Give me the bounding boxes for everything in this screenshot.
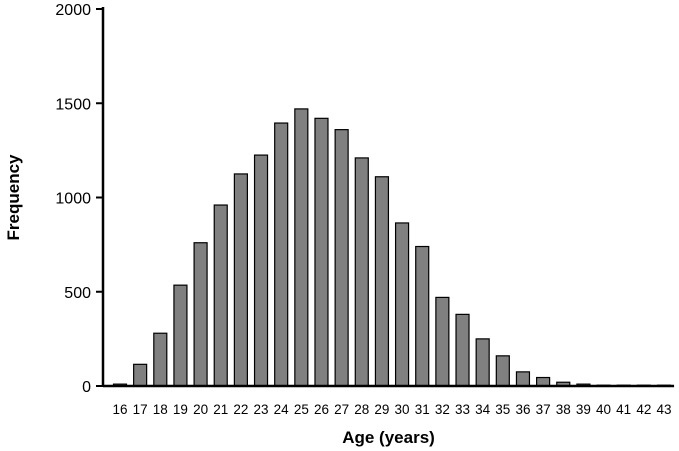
y-tick-label-1500: 1500 xyxy=(55,96,91,113)
bar-age-32 xyxy=(435,296,450,387)
bar-age-30 xyxy=(394,222,410,387)
bar-age-20 xyxy=(193,242,208,387)
x-tick-label-21: 21 xyxy=(213,402,228,417)
y-tick-label-0: 0 xyxy=(82,379,91,396)
x-tick-label-35: 35 xyxy=(495,402,510,417)
x-tick-label-42: 42 xyxy=(636,402,651,417)
x-tick-label-20: 20 xyxy=(193,402,208,417)
bar-age-37 xyxy=(536,376,551,387)
y-axis-title: Frequency xyxy=(4,154,23,241)
x-tick-label-28: 28 xyxy=(354,402,369,417)
bar-age-26 xyxy=(314,117,329,387)
x-tick-label-40: 40 xyxy=(596,402,611,417)
x-tick-label-43: 43 xyxy=(656,402,671,417)
x-tick-label-25: 25 xyxy=(294,402,309,417)
x-tick-label-17: 17 xyxy=(133,402,148,417)
bar-age-17 xyxy=(133,363,148,387)
bar-age-29 xyxy=(374,176,390,387)
bar-age-21 xyxy=(213,204,228,387)
y-tick-label-2000: 2000 xyxy=(55,2,91,19)
bar-age-28 xyxy=(354,157,369,387)
x-tick-label-27: 27 xyxy=(334,402,349,417)
x-tick-label-19: 19 xyxy=(173,402,188,417)
bar-age-36 xyxy=(515,371,531,387)
x-tick-label-32: 32 xyxy=(435,402,450,417)
bar-age-34 xyxy=(475,338,490,387)
x-tick-label-31: 31 xyxy=(415,402,430,417)
bar-age-31 xyxy=(415,245,430,387)
x-tick-label-18: 18 xyxy=(153,402,168,417)
x-tick-label-16: 16 xyxy=(112,402,127,417)
x-tick-label-33: 33 xyxy=(455,402,470,417)
x-ticks-layer: 16 17 18 19 20 21 22 23 24 25 26 27 28 29 30 31 32 33 34 35… xyxy=(112,402,671,417)
x-tick-label-26: 26 xyxy=(314,402,329,417)
bars-layer xyxy=(112,108,672,387)
bar-age-22 xyxy=(233,173,248,387)
x-tick-label-37: 37 xyxy=(536,402,551,417)
x-tick-label-24: 24 xyxy=(274,402,290,417)
y-ticks-layer: 0 500 1000 1500 2000 xyxy=(55,2,103,396)
bar-age-35 xyxy=(495,355,510,387)
x-tick-label-22: 22 xyxy=(233,402,248,417)
bar-age-27 xyxy=(334,129,349,387)
x-tick-label-23: 23 xyxy=(254,402,269,417)
x-tick-label-39: 39 xyxy=(576,402,591,417)
bar-age-33 xyxy=(455,313,470,387)
y-tick-label-1000: 1000 xyxy=(55,191,91,208)
x-tick-label-38: 38 xyxy=(556,402,571,417)
bar-age-23 xyxy=(253,154,269,387)
x-tick-label-30: 30 xyxy=(395,402,410,417)
bar-age-18 xyxy=(153,332,168,387)
bar-age-19 xyxy=(173,284,188,387)
x-tick-label-29: 29 xyxy=(374,402,389,417)
bar-age-24 xyxy=(274,122,289,387)
bar-age-25 xyxy=(294,108,309,387)
y-tick-label-500: 500 xyxy=(64,285,91,302)
x-tick-label-36: 36 xyxy=(515,402,530,417)
x-tick-label-34: 34 xyxy=(475,402,491,417)
x-tick-label-41: 41 xyxy=(616,402,631,417)
x-axis-title: Age (years) xyxy=(342,428,435,447)
